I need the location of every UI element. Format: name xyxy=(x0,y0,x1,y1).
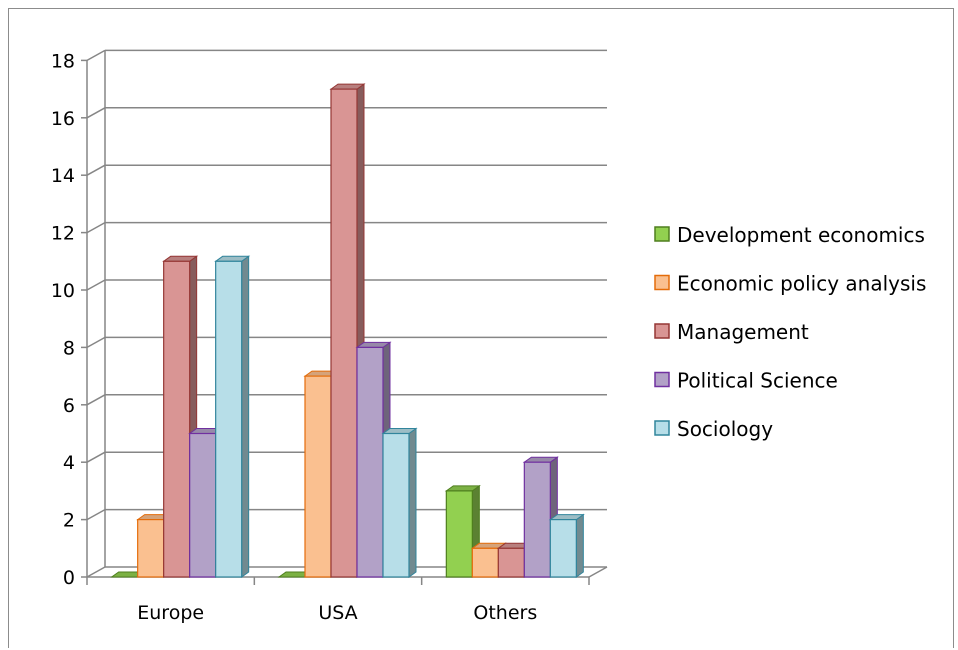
legend-item: Political Science xyxy=(654,369,838,393)
legend-swatch xyxy=(654,420,670,436)
bar-front xyxy=(356,346,384,578)
y-tick-label: 18 xyxy=(51,50,75,72)
bar-front xyxy=(330,88,358,578)
legend-label: Management xyxy=(677,320,809,344)
gridline-depth xyxy=(86,566,106,578)
bar-front xyxy=(471,547,499,578)
bar-front xyxy=(382,432,410,578)
legend: Development economics Economic policy ana… xyxy=(654,223,926,441)
y-tick-label: 6 xyxy=(63,395,75,417)
legend-label: Political Science xyxy=(677,369,838,393)
legend-item: Development economics xyxy=(654,223,925,247)
legend-item: Management xyxy=(654,320,809,344)
legend-item: Economic policy analysis xyxy=(654,272,926,296)
legend-swatch xyxy=(654,226,670,242)
legend-label: Economic policy analysis xyxy=(677,272,926,296)
x-tick-label: Others xyxy=(473,602,537,624)
y-tick-label: 16 xyxy=(51,108,75,130)
legend-swatch xyxy=(654,323,670,339)
bar-front xyxy=(523,461,551,578)
bar-front xyxy=(549,519,577,578)
gridline-depth xyxy=(86,49,106,62)
bar xyxy=(548,513,585,578)
x-tick-label: USA xyxy=(318,602,357,624)
bar-front xyxy=(137,519,165,578)
gridline-depth xyxy=(86,508,106,521)
gridline-depth xyxy=(86,221,106,234)
gridline-depth xyxy=(86,164,106,176)
y-tick-label: 10 xyxy=(51,280,75,302)
bar-chart: 0 2 4 6 8 10 12 14 16 18 Europe USA Others Developme… xyxy=(51,49,926,624)
gridline-depth xyxy=(86,451,106,463)
x-tick-label: Europe xyxy=(137,602,204,624)
bar-front xyxy=(163,260,191,578)
bar-front xyxy=(497,547,525,578)
bar-front xyxy=(189,432,217,578)
bar xyxy=(162,255,199,578)
y-tick-label: 14 xyxy=(51,165,75,187)
y-tick-label: 12 xyxy=(51,223,75,245)
gridline-depth xyxy=(86,107,106,119)
bar-front xyxy=(304,375,332,578)
bar-side xyxy=(575,513,584,578)
y-tick-label: 4 xyxy=(63,452,75,474)
y-tick-label: 8 xyxy=(63,337,75,359)
bar xyxy=(444,484,481,578)
bar-side xyxy=(408,427,417,578)
legend-swatch xyxy=(654,274,670,291)
gridline-depth xyxy=(86,394,106,406)
bar xyxy=(214,255,251,578)
bar xyxy=(381,427,418,578)
legend-label: Development economics xyxy=(677,223,925,247)
gridline-depth xyxy=(86,279,106,291)
gridline-depth xyxy=(86,336,106,349)
axis-labels: 0 2 4 6 8 10 12 14 16 18 Europe USA Others xyxy=(51,50,537,624)
legend-label: Sociology xyxy=(677,417,773,441)
y-tick-label: 2 xyxy=(63,510,75,532)
bar-side xyxy=(241,255,250,578)
chart-container: 0 2 4 6 8 10 12 14 16 18 Europe USA Others Developme… xyxy=(8,8,954,648)
y-tick-label: 0 xyxy=(63,567,75,589)
x-axis-depth xyxy=(588,566,608,578)
legend-swatch xyxy=(654,371,670,388)
legend-item: Sociology xyxy=(654,417,773,441)
bar-front xyxy=(215,260,243,578)
bars xyxy=(110,83,585,578)
bar-front xyxy=(445,490,473,578)
